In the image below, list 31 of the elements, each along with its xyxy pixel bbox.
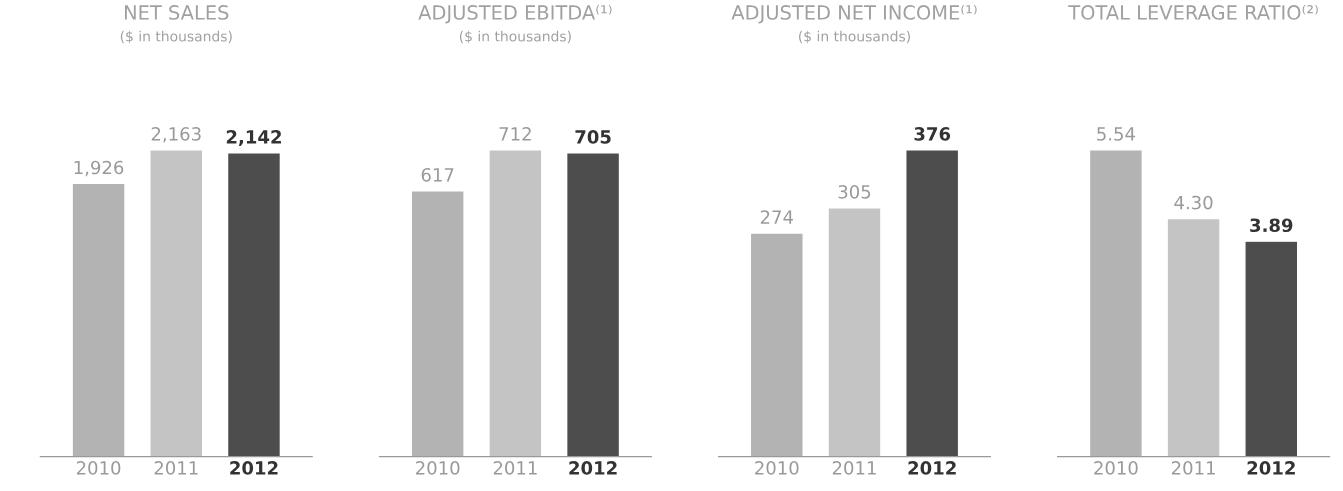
data-label: 712	[499, 127, 531, 141]
x-tick-label: 2010	[76, 461, 121, 475]
data-label: 2,142	[226, 130, 281, 146]
data-label: 376	[914, 127, 951, 141]
data-label: 1,926	[74, 160, 124, 177]
x-tick-label: 2012	[230, 461, 278, 475]
x-tick-label: 2010	[416, 461, 460, 475]
data-label: 617	[421, 167, 454, 182]
chart-title: ADJUSTED NET INCOME⁽¹⁾	[731, 4, 977, 24]
x-tick-label: 2011	[832, 461, 876, 475]
chart-title: ADJUSTED EBITDA⁽¹⁾	[418, 4, 612, 24]
data-label: 3.89	[1250, 218, 1293, 233]
x-tick-label: 2012	[1247, 461, 1295, 475]
data-label: 4.30	[1174, 195, 1213, 210]
data-label: 274	[760, 210, 793, 224]
chart-subtitle: ($ in thousands)	[120, 30, 232, 44]
x-tick-label: 2010	[1094, 461, 1138, 475]
x-tick-label: 2011	[1171, 461, 1215, 475]
chart-title: TOTAL LEVERAGE RATIO⁽²⁾	[1068, 4, 1318, 20]
data-label: 5.54	[1097, 127, 1135, 141]
x-tick-label: 2011	[154, 461, 198, 475]
x-tick-label: 2010	[755, 461, 799, 475]
x-tick-label: 2012	[908, 461, 956, 475]
chart-title: NET SALES	[124, 5, 229, 20]
chart-subtitle: ($ in thousands)	[799, 30, 910, 44]
x-tick-label: 2011	[493, 461, 537, 475]
data-label: 2,163	[151, 127, 201, 143]
data-label: 705	[575, 130, 611, 144]
chart-subtitle: ($ in thousands)	[459, 30, 571, 44]
x-tick-label: 2012	[569, 461, 617, 475]
data-label: 305	[838, 184, 871, 199]
